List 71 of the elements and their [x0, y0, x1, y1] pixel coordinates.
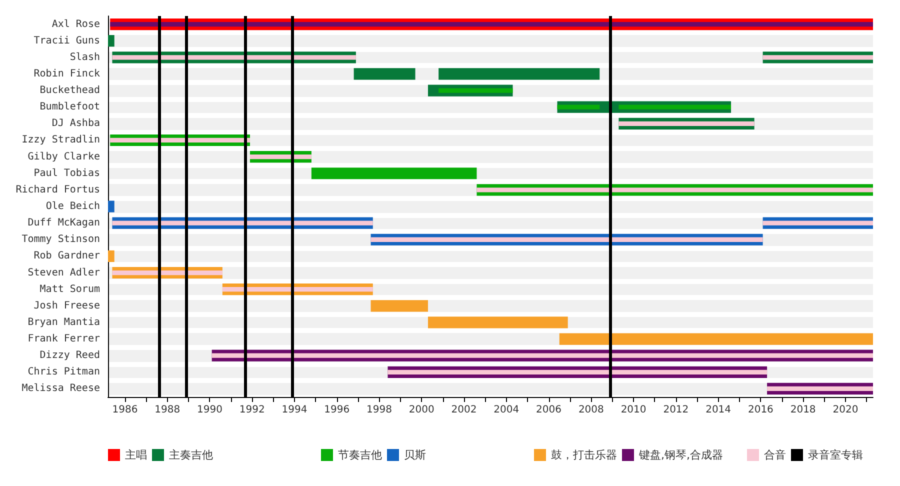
bar — [428, 316, 568, 328]
x-tick-label: 2012 — [663, 404, 689, 416]
bar — [762, 220, 873, 226]
bar — [222, 287, 373, 292]
y-tick-label: DJ Ashba — [52, 118, 100, 130]
x-tick-label: 1986 — [112, 404, 138, 416]
y-tick-label: Gilby Clarke — [28, 151, 100, 162]
x-tick-label: 2002 — [451, 404, 477, 416]
bar — [108, 200, 114, 212]
bar — [370, 300, 428, 312]
bar — [108, 250, 114, 262]
bar — [250, 154, 312, 160]
y-tick-label: Slash — [70, 52, 100, 63]
bar — [112, 55, 356, 60]
x-tick-label: 2008 — [578, 404, 604, 416]
y-tick-label: Chris Pitman — [28, 366, 100, 378]
bar — [618, 121, 754, 126]
y-tick-label: Richard Fortus — [16, 184, 100, 196]
y-tick-label: Matt Sorum — [40, 284, 100, 295]
y-tick-label: Melissa Reese — [22, 383, 100, 394]
x-tick-label: 1998 — [366, 404, 392, 416]
y-tick-label: Paul Tobias — [34, 168, 100, 179]
x-tick-label: 1990 — [196, 404, 222, 416]
bar — [110, 138, 250, 143]
legend-label: 主奏吉他 — [169, 448, 213, 462]
x-tick-label: 2014 — [706, 404, 732, 416]
x-tick-label: 2000 — [408, 404, 434, 416]
x-tick-label: 1992 — [239, 404, 265, 416]
y-tick-label: Dizzy Reed — [40, 350, 100, 362]
bar — [370, 237, 763, 242]
bar — [388, 370, 768, 374]
bar — [767, 386, 873, 392]
bar — [311, 168, 477, 180]
legend-label: 节奏吉他 — [338, 448, 382, 462]
y-tick-label: Tracii Guns — [34, 35, 100, 46]
legend-label: 键盘,钢琴,合成器 — [638, 448, 723, 462]
x-tick-label: 1988 — [154, 404, 180, 416]
y-tick-label: Frank Ferrer — [28, 334, 100, 345]
y-tick-label: Tommy Stinson — [22, 234, 100, 246]
bar — [438, 68, 600, 80]
y-tick-label: Axl Rose — [52, 18, 100, 30]
bar — [618, 104, 732, 110]
bar — [112, 270, 222, 276]
legend-label: 主唱 — [125, 448, 147, 462]
y-tick-label: Ole Beich — [46, 201, 100, 212]
y-tick-label: Josh Freese — [34, 300, 100, 312]
x-tick-label: 1994 — [282, 404, 308, 416]
legend-label: 鼓，打击乐器 — [551, 448, 617, 462]
x-tick-label: 2018 — [790, 404, 816, 416]
x-tick-label: 2020 — [832, 404, 858, 416]
bar — [762, 55, 873, 60]
y-tick-label: Robin Finck — [34, 68, 100, 80]
y-tick-label: Rob Gardner — [34, 250, 100, 262]
x-tick-label: 2004 — [494, 404, 520, 416]
bar — [476, 188, 873, 192]
y-tick-label: Duff McKagan — [28, 218, 100, 229]
bar — [108, 35, 114, 47]
bar — [354, 68, 416, 80]
x-tick-label: 2010 — [620, 404, 646, 416]
y-tick-label: Bumblefoot — [40, 102, 100, 113]
y-tick-label: Buckethead — [40, 85, 100, 96]
x-tick-label: 2016 — [748, 404, 774, 416]
legend-label: 录音室专辑 — [808, 448, 863, 462]
y-tick-label: Bryan Mantia — [28, 316, 100, 328]
x-tick-label: 1996 — [324, 404, 350, 416]
x-tick-label: 2006 — [536, 404, 562, 416]
y-tick-label: Izzy Stradlin — [22, 134, 100, 146]
y-tick-label: Steven Adler — [28, 267, 100, 278]
legend-label: 合音 — [764, 448, 786, 462]
legend-label: 贝斯 — [404, 448, 426, 462]
bar — [112, 220, 373, 226]
